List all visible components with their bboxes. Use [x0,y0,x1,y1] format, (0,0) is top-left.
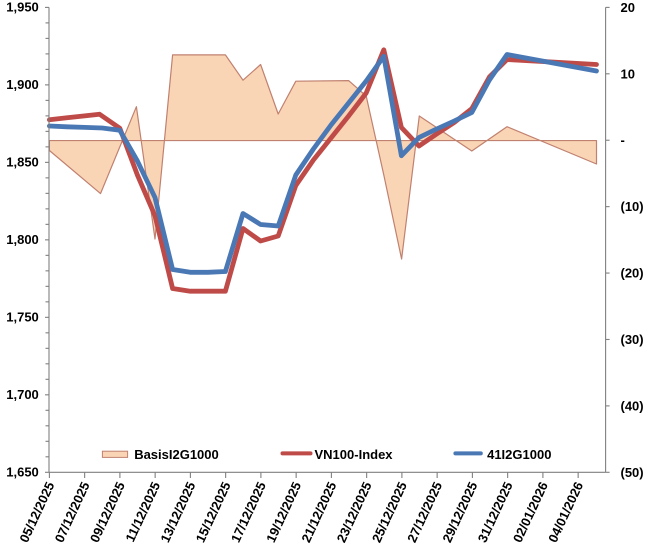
svg-text:VN100-Index: VN100-Index [315,447,394,462]
svg-text:1,900: 1,900 [6,77,39,92]
svg-text:(10): (10) [621,199,644,214]
svg-text:BasisI2G1000: BasisI2G1000 [134,447,219,462]
svg-text:(20): (20) [621,266,644,281]
svg-text:41I2G1000: 41I2G1000 [487,447,551,462]
svg-text:(40): (40) [621,398,644,413]
svg-text:(50): (50) [621,465,644,480]
svg-text:1,750: 1,750 [6,310,39,325]
svg-text:20: 20 [621,0,635,15]
svg-text:1,700: 1,700 [6,387,39,402]
svg-text:1,650: 1,650 [6,465,39,480]
svg-text:10: 10 [621,66,635,81]
svg-text:1,950: 1,950 [6,0,39,15]
svg-text:1,800: 1,800 [6,232,39,247]
svg-text:(30): (30) [621,332,644,347]
svg-text:-: - [621,133,625,148]
svg-text:1,850: 1,850 [6,155,39,170]
